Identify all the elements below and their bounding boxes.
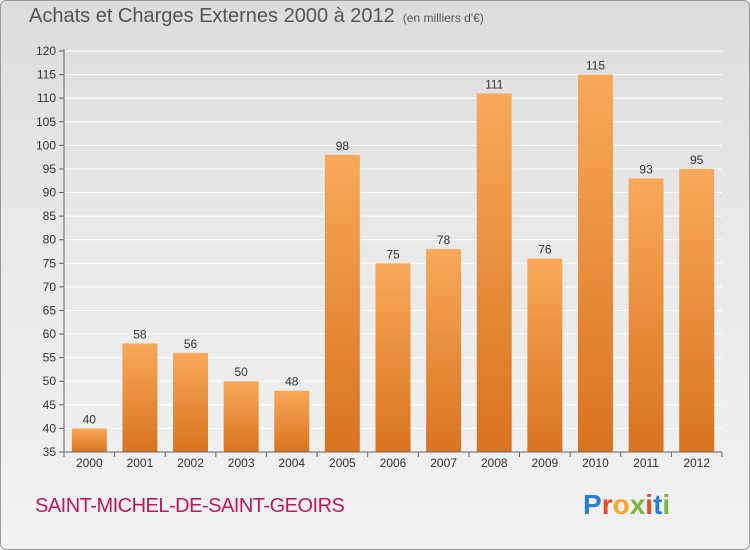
bar-2002 [173,352,209,452]
logo-letter: i [662,489,671,520]
value-label-2001: 58 [133,327,147,341]
value-label-2007: 78 [437,233,451,247]
x-tick-label-2001: 2001 [127,456,154,470]
value-label-2003: 50 [234,365,248,379]
value-label-2004: 48 [285,375,299,389]
y-tick-label: 90 [43,186,57,200]
y-tick-label: 60 [43,327,57,341]
x-tick-label-2000: 2000 [76,456,103,470]
logo-letter: i [645,489,654,520]
bar-2000 [71,428,107,452]
axes [59,49,723,457]
y-tick-label: 100 [36,138,56,152]
x-tick-label-2008: 2008 [481,456,508,470]
y-tick-label: 65 [43,303,57,317]
value-label-2002: 56 [184,337,198,351]
value-label-2012: 95 [690,153,704,167]
commune-name: SAINT-MICHEL-DE-SAINT-GEOIRS [35,495,345,517]
value-label-2009: 76 [538,243,552,257]
bar-2001 [122,343,158,452]
y-tick-label: 110 [37,91,56,105]
x-tick-label-2003: 2003 [228,456,255,470]
bar-2008 [476,93,512,452]
value-label-2011: 93 [639,162,653,176]
y-tick-label: 105 [36,115,56,129]
y-tick-label: 115 [37,68,56,82]
labels: 35 40 45 50 55 60 65 70 75 80 85 90 95 100 105 110 115 12… [36,44,710,470]
y-tick-label: 45 [43,398,57,412]
bar-2003 [223,381,259,452]
y-tick-label: 70 [43,280,57,294]
y-tick-label: 35 [43,445,57,459]
x-tick-label-2006: 2006 [380,456,407,470]
proxiti-logo: Proxiti [583,489,670,521]
value-label-2005: 98 [336,139,350,153]
bar-2009 [527,258,563,452]
value-label-2008: 111 [485,77,504,91]
y-tick-label: 80 [43,233,57,247]
logo-letter: t [653,489,663,520]
y-tick-label: 40 [43,421,57,435]
bar-2006 [375,263,411,452]
logo-letter: P [583,489,602,520]
chart-title-text: Achats et Charges Externes 2000 à 2012 [29,5,395,27]
x-tick-label-2011: 2011 [633,456,659,470]
x-tick-label-2012: 2012 [683,456,710,470]
y-tick-label: 95 [43,162,57,176]
x-tick-label-2004: 2004 [278,456,305,470]
logo-letter: o [612,489,630,520]
logo-letter: r [601,489,613,520]
bar-2007 [426,249,462,452]
bar-2010 [577,74,613,453]
x-tick-label-2002: 2002 [177,456,204,470]
x-tick-label-2010: 2010 [582,456,609,470]
value-label-2010: 115 [586,59,605,73]
y-tick-label: 120 [36,44,56,58]
y-tick-label: 85 [43,209,57,223]
bar-2011 [628,178,664,452]
bar-2005 [324,154,360,452]
bars [71,74,715,453]
value-label-2000: 40 [83,412,97,426]
x-tick-label-2005: 2005 [329,456,356,470]
x-tick-label-2007: 2007 [430,456,457,470]
chart-title: Achats et Charges Externes 2000 à 2012 (e… [29,5,484,28]
x-tick-label-2009: 2009 [531,456,558,470]
y-tick-label: 50 [43,374,57,388]
y-tick-label: 75 [43,256,57,270]
chart-unit: (en milliers d'€) [402,11,484,25]
bar-2012 [679,168,715,453]
bar-2004 [274,390,310,452]
value-label-2006: 75 [386,247,400,261]
logo-letter: x [629,489,646,520]
y-tick-label: 55 [43,351,57,365]
